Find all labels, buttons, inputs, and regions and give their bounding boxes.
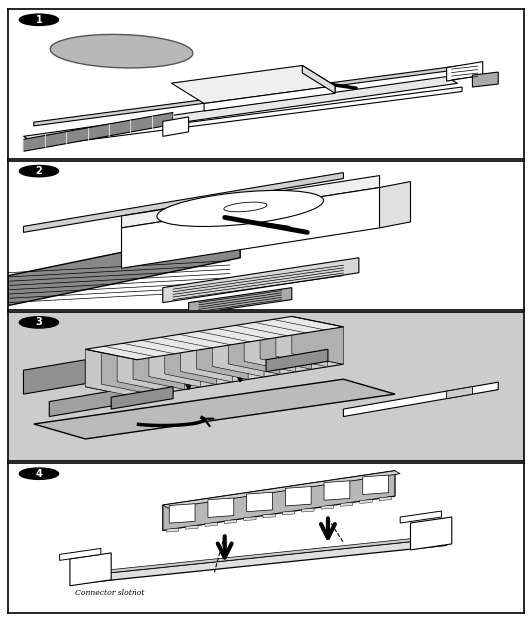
Polygon shape (171, 65, 335, 103)
Polygon shape (447, 387, 472, 399)
Polygon shape (121, 187, 379, 268)
Polygon shape (411, 517, 452, 550)
Polygon shape (196, 332, 248, 379)
Polygon shape (186, 526, 198, 529)
Text: Connector slotñot: Connector slotñot (75, 589, 145, 596)
Polygon shape (34, 87, 462, 147)
Polygon shape (163, 471, 400, 508)
Polygon shape (302, 65, 335, 93)
Polygon shape (212, 329, 264, 377)
Polygon shape (225, 520, 237, 524)
Polygon shape (167, 528, 179, 532)
Polygon shape (85, 354, 344, 397)
Polygon shape (228, 327, 280, 374)
Polygon shape (344, 382, 498, 417)
Polygon shape (85, 350, 137, 397)
Polygon shape (8, 228, 240, 305)
Polygon shape (23, 113, 173, 151)
Polygon shape (34, 379, 395, 439)
Circle shape (19, 468, 59, 480)
Polygon shape (165, 337, 217, 384)
Polygon shape (163, 471, 395, 531)
Polygon shape (205, 522, 218, 526)
Polygon shape (247, 492, 272, 512)
Polygon shape (163, 258, 359, 302)
Circle shape (19, 165, 59, 177)
Polygon shape (285, 486, 311, 506)
Polygon shape (360, 499, 372, 503)
Ellipse shape (157, 190, 323, 226)
Polygon shape (340, 503, 353, 506)
Polygon shape (101, 346, 153, 394)
Polygon shape (379, 497, 392, 501)
Text: 2: 2 (36, 166, 43, 176)
Text: 1: 1 (36, 15, 43, 25)
Polygon shape (85, 535, 447, 575)
Polygon shape (188, 287, 292, 315)
Polygon shape (149, 339, 201, 387)
Circle shape (19, 14, 59, 26)
Polygon shape (324, 481, 350, 500)
Polygon shape (276, 319, 328, 367)
Polygon shape (204, 86, 335, 111)
Polygon shape (133, 341, 185, 389)
Polygon shape (34, 65, 462, 126)
Polygon shape (292, 317, 344, 364)
Text: 3: 3 (36, 317, 43, 327)
Polygon shape (321, 506, 334, 509)
Polygon shape (472, 72, 498, 87)
Polygon shape (244, 324, 296, 372)
Ellipse shape (50, 34, 193, 68)
Polygon shape (363, 475, 388, 494)
Polygon shape (163, 117, 188, 136)
Polygon shape (60, 549, 101, 560)
Ellipse shape (224, 202, 267, 211)
Polygon shape (447, 62, 483, 81)
Polygon shape (263, 514, 276, 518)
Polygon shape (85, 538, 447, 583)
Polygon shape (23, 172, 344, 233)
Polygon shape (302, 508, 314, 512)
Polygon shape (169, 504, 195, 523)
Polygon shape (70, 553, 111, 586)
Polygon shape (379, 182, 411, 228)
Polygon shape (400, 511, 442, 523)
Polygon shape (117, 344, 169, 392)
Polygon shape (244, 517, 256, 521)
Polygon shape (49, 387, 137, 417)
Polygon shape (282, 511, 295, 515)
Polygon shape (23, 77, 458, 143)
Polygon shape (181, 334, 232, 382)
Polygon shape (266, 350, 328, 372)
Polygon shape (111, 387, 173, 409)
Polygon shape (121, 175, 379, 228)
Polygon shape (208, 498, 234, 518)
Circle shape (19, 317, 59, 328)
Text: 4: 4 (36, 469, 43, 479)
Polygon shape (23, 360, 85, 394)
Polygon shape (260, 322, 312, 369)
Polygon shape (85, 317, 344, 360)
